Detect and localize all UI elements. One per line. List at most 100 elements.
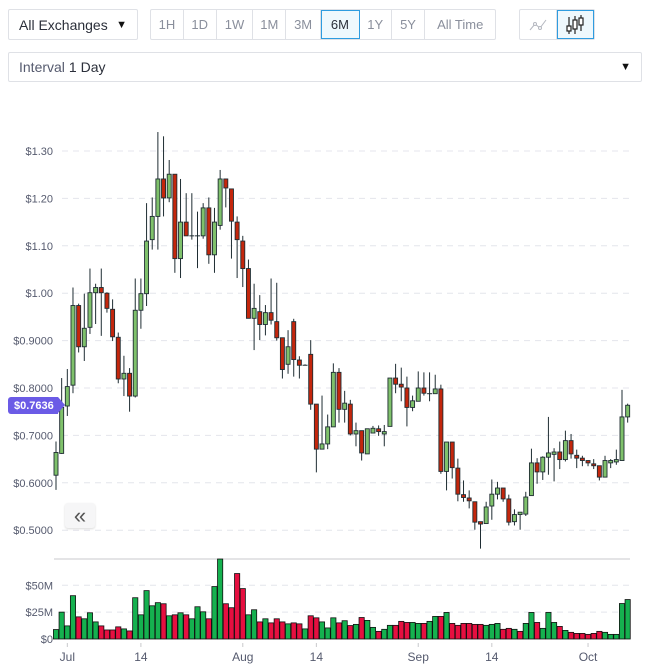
candle	[342, 390, 348, 423]
candle-body	[217, 178, 223, 226]
candle-body	[387, 377, 393, 427]
candle-body	[512, 514, 517, 523]
candlestick-icon	[566, 14, 584, 34]
candle	[178, 178, 183, 279]
candle-body	[291, 321, 297, 361]
candle-body	[121, 372, 127, 380]
volume-bar	[324, 627, 331, 640]
volume-bar	[273, 618, 280, 640]
candle-body	[528, 462, 534, 497]
volume-bar	[330, 617, 337, 640]
volume-bar	[534, 622, 541, 640]
volume-bar	[183, 614, 190, 640]
candlestick-button[interactable]	[556, 10, 594, 39]
candle-body	[330, 371, 336, 428]
volume-bar	[64, 625, 71, 640]
candle-body	[70, 305, 76, 386]
candle	[415, 371, 421, 402]
candle-body	[155, 178, 161, 217]
volume-bar	[488, 623, 495, 640]
candle-body	[432, 388, 438, 395]
range-button-1d[interactable]: 1D	[184, 10, 217, 39]
range-button-1y[interactable]: 1Y	[360, 10, 392, 39]
volume-tick-label: $25M	[25, 607, 53, 619]
range-button-1w[interactable]: 1W	[217, 10, 254, 39]
candle-body	[585, 460, 591, 464]
line-chart-button[interactable]	[520, 10, 557, 39]
candle-body	[562, 440, 568, 461]
price-tick-label: $1.10	[25, 241, 53, 253]
caret-down-icon: ▼	[620, 61, 631, 73]
candle-body	[370, 427, 376, 434]
time-axis: Jul 14 Aug 14 Sep 14 Oct	[60, 643, 598, 664]
candle-body	[608, 460, 614, 464]
candle-body	[523, 496, 529, 515]
exchange-select[interactable]: All Exchanges ▼	[8, 9, 138, 40]
candle	[387, 377, 393, 427]
candle-body	[87, 292, 93, 328]
volume-axis: $50M $25M $0	[25, 580, 53, 646]
candle	[200, 203, 206, 239]
candle-body	[257, 311, 263, 325]
volume-bar	[500, 628, 507, 640]
candle	[489, 479, 495, 520]
volume-bar	[573, 633, 580, 640]
candle	[359, 430, 365, 461]
candle	[478, 521, 483, 549]
candle-body	[251, 307, 257, 319]
collapse-button[interactable]: «	[65, 503, 95, 528]
range-button-1m[interactable]: 1M	[253, 10, 287, 39]
candle-body	[347, 403, 353, 435]
candle	[579, 455, 585, 467]
candle-body	[364, 428, 370, 455]
interval-select[interactable]: Interval 1 Day ▼	[8, 52, 642, 82]
candle-body	[495, 487, 500, 495]
volume-bar	[307, 615, 314, 640]
volume-bar	[302, 628, 309, 640]
volume-bar	[188, 618, 195, 640]
volume-bar	[477, 623, 484, 640]
candle	[568, 433, 574, 459]
candle-body	[234, 221, 240, 241]
candle-body	[200, 207, 206, 237]
volume-bar	[551, 622, 558, 640]
candle-body	[325, 426, 331, 445]
range-button-6m[interactable]: 6M	[321, 10, 360, 39]
candle	[195, 211, 200, 269]
candle	[262, 305, 268, 336]
candle	[398, 367, 404, 402]
candle	[557, 441, 563, 470]
volume-bar	[375, 630, 382, 640]
volume-bar	[522, 623, 529, 640]
volume-bar	[53, 629, 60, 640]
candle	[155, 132, 161, 250]
range-button-1h[interactable]: 1H	[151, 10, 184, 39]
volume-bar	[296, 623, 303, 640]
volume-bar	[466, 623, 473, 640]
volume-bar	[149, 605, 156, 640]
range-button-all-time[interactable]: All Time	[437, 17, 484, 32]
candle-body	[93, 287, 99, 294]
candle	[545, 416, 551, 475]
volume-bar	[285, 623, 292, 640]
volume-bar	[369, 626, 376, 640]
candle	[319, 395, 325, 450]
candle-body	[540, 456, 546, 473]
candle	[257, 295, 263, 341]
chart-type-group	[519, 9, 595, 40]
candle	[347, 399, 353, 436]
candle	[512, 509, 517, 526]
interval-label: Interval	[19, 59, 65, 75]
candle-body	[455, 467, 461, 495]
range-button-5y[interactable]: 5Y	[392, 10, 426, 39]
volume-bar	[443, 612, 450, 640]
candle	[183, 193, 189, 237]
volume-bar	[166, 615, 173, 640]
range-button-3m[interactable]: 3M	[286, 10, 322, 39]
candle-body	[596, 465, 602, 478]
candle-body	[517, 511, 523, 516]
volume-bar	[279, 621, 286, 640]
candle-body	[353, 430, 359, 435]
price-tick-label: $1.30	[25, 146, 53, 158]
